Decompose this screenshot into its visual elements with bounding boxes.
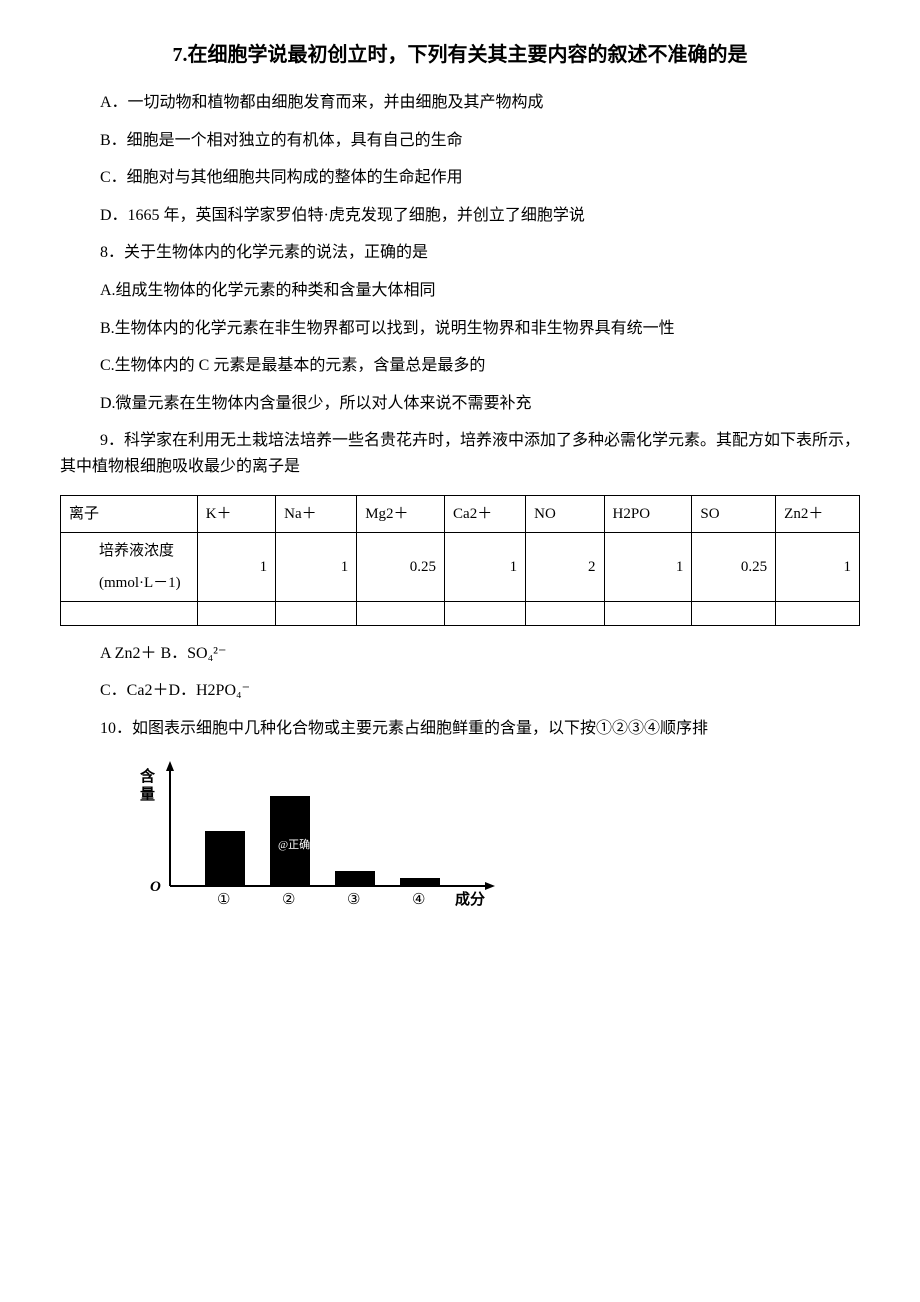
col-no: NO (526, 495, 604, 532)
val-so: 0.25 (692, 532, 776, 601)
chart-watermark: @正确云 (278, 838, 321, 851)
bar-3 (335, 871, 375, 886)
row-label: 培养液浓度 (mmol·L－1) (61, 532, 198, 601)
bar-4 (400, 878, 440, 886)
q9-stem: 9．科学家在利用无土栽培法培养一些名贵花卉时，培养液中添加了多种必需化学元素。其… (60, 428, 860, 479)
q9-table: 离子 K＋ Na＋ Mg2＋ Ca2＋ NO H2PO SO Zn2＋ 培养液浓… (60, 495, 860, 626)
x-label-4: ④ (412, 892, 425, 908)
q8-stem: 8．关于生物体内的化学元素的说法，正确的是 (100, 240, 860, 266)
bar-1 (205, 831, 245, 886)
y-axis-label: 含 (140, 767, 156, 785)
val-mg: 0.25 (357, 532, 445, 601)
x-label-1: ① (217, 892, 230, 908)
col-k: K＋ (197, 495, 275, 532)
q10-chart: 含 量 O ① ② ③ ④ 成分 @正确云 (120, 756, 520, 911)
svg-text:量: 量 (140, 786, 155, 803)
val-na: 1 (276, 532, 357, 601)
q7-option-b: B．细胞是一个相对独立的有机体，具有自己的生命 (100, 128, 860, 154)
q8-option-a: A.组成生物体的化学元素的种类和含量大体相同 (100, 278, 860, 304)
x-label-2: ② (282, 892, 295, 908)
q10-stem: 10．如图表示细胞中几种化合物或主要元素占细胞鲜重的含量，以下按①②③④顺序排 (60, 716, 860, 742)
origin-label: O (150, 879, 161, 895)
col-zn: Zn2＋ (776, 495, 860, 532)
q8-option-d: D.微量元素在生物体内含量很少，所以对人体来说不需要补充 (100, 391, 860, 417)
val-zn: 1 (776, 532, 860, 601)
bar-chart-svg: 含 量 O ① ② ③ ④ 成分 @正确云 (120, 756, 520, 911)
table-data-row: 培养液浓度 (mmol·L－1) 1 1 0.25 1 2 1 0.25 1 (61, 532, 860, 601)
q7-option-a: A．一切动物和植物都由细胞发育而来，并由细胞及其产物构成 (100, 90, 860, 116)
header-ion-label: 离子 (61, 495, 198, 532)
table-empty-row (61, 601, 860, 625)
col-h2po: H2PO (604, 495, 692, 532)
x-axis-label: 成分 (455, 890, 485, 908)
col-na: Na＋ (276, 495, 357, 532)
val-no: 2 (526, 532, 604, 601)
q9-options-line1: A Zn2＋ B．SO₄²⁻ (100, 641, 860, 667)
q7-option-d: D．1665 年，英国科学家罗伯特·虎克发现了细胞，并创立了细胞学说 (100, 203, 860, 229)
q7-option-c: C．细胞对与其他细胞共同构成的整体的生命起作用 (100, 165, 860, 191)
val-h2po: 1 (604, 532, 692, 601)
val-ca: 1 (445, 532, 526, 601)
table-header-row: 离子 K＋ Na＋ Mg2＋ Ca2＋ NO H2PO SO Zn2＋ (61, 495, 860, 532)
q8-option-c: C.生物体内的 C 元素是最基本的元素，含量总是最多的 (100, 353, 860, 379)
x-label-3: ③ (347, 892, 360, 908)
col-mg: Mg2＋ (357, 495, 445, 532)
q9-options-line2: C．Ca2＋D．H2PO₄⁻ (100, 678, 860, 704)
question-7-title: 7.在细胞学说最初创立时，下列有关其主要内容的叙述不准确的是 (60, 40, 860, 70)
q8-option-b: B.生物体内的化学元素在非生物界都可以找到，说明生物界和非生物界具有统一性 (60, 316, 860, 342)
col-ca: Ca2＋ (445, 495, 526, 532)
col-so: SO (692, 495, 776, 532)
val-k: 1 (197, 532, 275, 601)
